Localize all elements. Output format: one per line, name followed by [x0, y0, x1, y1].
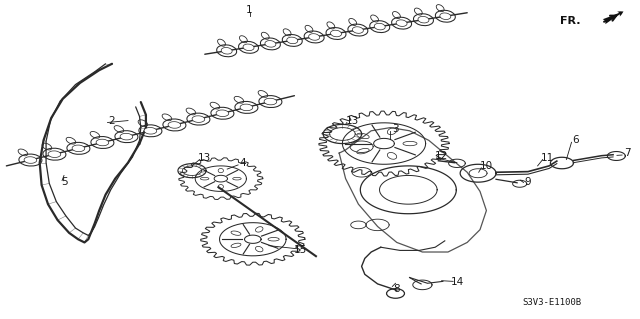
- Ellipse shape: [374, 23, 385, 30]
- Ellipse shape: [192, 116, 205, 122]
- Text: 5: 5: [61, 177, 67, 187]
- Ellipse shape: [120, 133, 132, 140]
- Ellipse shape: [221, 48, 232, 54]
- Text: 4: 4: [240, 158, 246, 168]
- Text: FR.: FR.: [560, 16, 580, 26]
- Text: 6: 6: [573, 135, 579, 145]
- Ellipse shape: [287, 37, 298, 44]
- Ellipse shape: [264, 98, 276, 105]
- Text: 1: 1: [246, 4, 253, 15]
- Text: 8: 8: [394, 284, 400, 294]
- Ellipse shape: [353, 27, 364, 33]
- Ellipse shape: [168, 122, 180, 128]
- Text: 13: 13: [198, 153, 211, 163]
- Ellipse shape: [48, 151, 61, 158]
- Text: 12: 12: [435, 151, 448, 161]
- Text: 3: 3: [392, 124, 399, 134]
- Text: 13: 13: [346, 116, 358, 126]
- Text: 11: 11: [541, 153, 554, 163]
- Text: 14: 14: [451, 277, 464, 287]
- Ellipse shape: [330, 30, 342, 37]
- Ellipse shape: [265, 41, 276, 47]
- Text: S3V3-E1100B: S3V3-E1100B: [522, 298, 581, 307]
- Text: 2: 2: [109, 116, 115, 126]
- Text: 9: 9: [525, 177, 531, 187]
- Text: 7: 7: [624, 148, 630, 158]
- Ellipse shape: [418, 16, 429, 23]
- Ellipse shape: [96, 139, 109, 146]
- Ellipse shape: [308, 34, 319, 40]
- Ellipse shape: [243, 44, 254, 51]
- Ellipse shape: [144, 128, 157, 134]
- Ellipse shape: [440, 13, 451, 19]
- Ellipse shape: [24, 157, 36, 163]
- Ellipse shape: [72, 145, 84, 152]
- Text: 15: 15: [294, 245, 307, 256]
- Ellipse shape: [216, 110, 228, 116]
- Text: 10: 10: [480, 161, 493, 171]
- Ellipse shape: [240, 104, 253, 111]
- Ellipse shape: [396, 20, 407, 26]
